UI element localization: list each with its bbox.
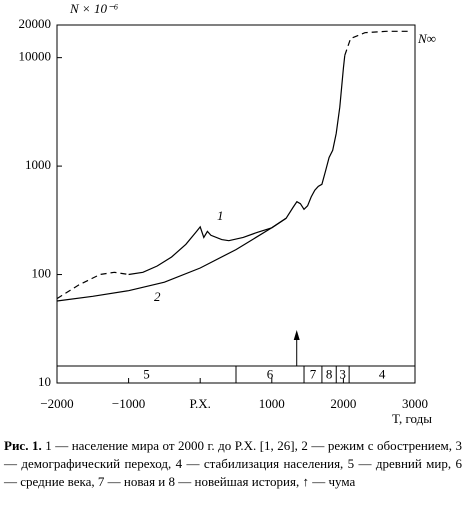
series-label: 1 — [217, 208, 224, 223]
period-label: 8 — [326, 366, 333, 381]
caption: Рис. 1. 1 — население мира от 2000 г. до… — [4, 437, 462, 491]
y-tick-label: 1000 — [25, 157, 51, 172]
period-label: 4 — [379, 366, 386, 381]
y-tick-label: 20000 — [19, 16, 52, 31]
series-line — [128, 55, 346, 276]
x-tick-label: −2000 — [40, 396, 73, 411]
caption-label: Рис. 1. — [4, 438, 42, 453]
period-label: 3 — [339, 366, 346, 381]
y-tick-label: 100 — [32, 266, 52, 281]
caption-text: 1 — население мира от 2000 г. до Р.Х. [1… — [4, 438, 463, 489]
period-label: 5 — [143, 366, 150, 381]
period-label: 6 — [267, 366, 274, 381]
x-tick-label: Р.Х. — [189, 396, 211, 411]
series-line — [56, 217, 287, 302]
series-label: 2 — [154, 289, 161, 304]
chart: N × 10⁻⁶ T, годы 10 100 1000 10000 20000 −200… — [19, 1, 436, 426]
series-label: N∞ — [417, 31, 436, 46]
x-axis-title: T, годы — [392, 411, 432, 426]
x-tick-label: 2000 — [330, 396, 356, 411]
y-tick-label: 10000 — [19, 49, 52, 64]
y-axis-title: N × 10⁻⁶ — [69, 1, 119, 16]
period-label: 7 — [310, 366, 317, 381]
series-line — [344, 30, 408, 56]
plague-arrowhead — [293, 330, 300, 340]
x-tick-label: 1000 — [259, 396, 285, 411]
x-tick-label: −1000 — [112, 396, 145, 411]
y-tick-label: 10 — [38, 374, 51, 389]
plot-frame — [56, 24, 416, 384]
series-line — [56, 271, 129, 300]
x-tick-label: 3000 — [402, 396, 428, 411]
